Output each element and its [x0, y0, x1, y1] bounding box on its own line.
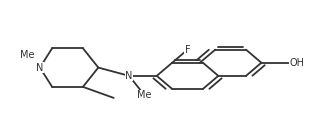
Text: OH: OH [289, 58, 304, 68]
Text: Me: Me [20, 50, 35, 60]
Text: N: N [36, 63, 43, 73]
Text: F: F [185, 45, 190, 55]
Text: Me: Me [137, 90, 152, 100]
Text: N: N [125, 71, 133, 81]
